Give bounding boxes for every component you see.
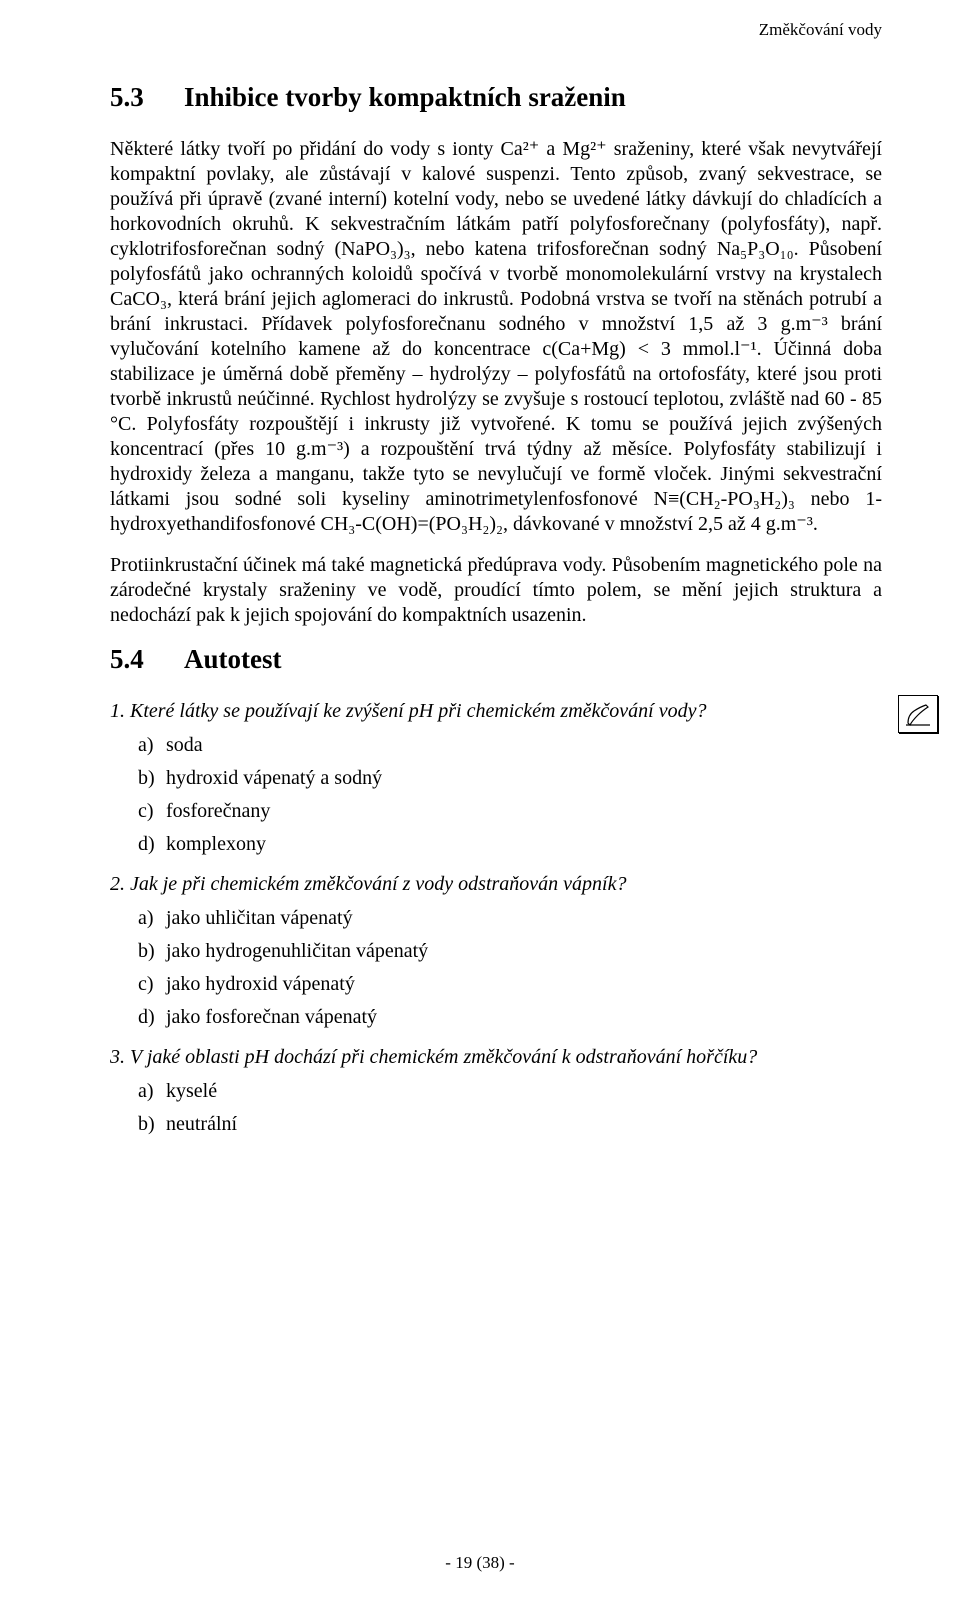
answer-item: a)jako uhličitan vápenatý	[138, 907, 882, 930]
answer-list: a)jako uhličitan vápenatý b)jako hydroge…	[138, 907, 882, 1029]
answer-label: b)	[138, 940, 166, 963]
question-body: Jak je při chemickém změkčování z vody o…	[130, 873, 627, 895]
answer-list: a)soda b)hydroxid vápenatý a sodný c)fos…	[138, 734, 882, 856]
question-text: 2. Jak je při chemickém změkčování z vod…	[110, 872, 882, 897]
question-body: V jaké oblasti pH dochází při chemickém …	[130, 1046, 757, 1068]
answer-text: soda	[166, 734, 203, 756]
answer-item: c)fosforečnany	[138, 800, 882, 823]
heading-title: Inhibice tvorby kompaktních sraženin	[184, 82, 626, 112]
question-item: 1. Které látky se používají ke zvýšení p…	[110, 699, 882, 856]
question-text: 1. Které látky se používají ke zvýšení p…	[110, 699, 882, 724]
question-number: 3.	[110, 1046, 125, 1068]
pencil-icon	[898, 695, 938, 733]
answer-label: a)	[138, 907, 166, 930]
running-header: Změkčování vody	[110, 20, 882, 40]
answer-list: a)kyselé b)neutrální	[138, 1080, 882, 1136]
answer-item: c)jako hydroxid vápenatý	[138, 973, 882, 996]
answer-item: b)hydroxid vápenatý a sodný	[138, 767, 882, 790]
question-item: 3. V jaké oblasti pH dochází při chemick…	[110, 1045, 882, 1136]
answer-label: a)	[138, 1080, 166, 1103]
answer-text: jako fosforečnan vápenatý	[166, 1006, 377, 1028]
heading-5-3: 5.3Inhibice tvorby kompaktních sraženin	[110, 82, 882, 113]
question-item: 2. Jak je při chemickém změkčování z vod…	[110, 872, 882, 1029]
question-text: 3. V jaké oblasti pH dochází při chemick…	[110, 1045, 882, 1070]
paragraph-5-3-1: Některé látky tvoří po přidání do vody s…	[110, 137, 882, 537]
heading-5-4: 5.4Autotest	[110, 644, 882, 675]
answer-text: jako uhličitan vápenatý	[166, 907, 353, 929]
question-number: 1.	[110, 700, 125, 722]
answer-label: c)	[138, 973, 166, 996]
heading-number: 5.3	[110, 82, 184, 113]
answer-text: jako hydrogenuhličitan vápenatý	[166, 940, 428, 962]
question-list: 1. Které látky se používají ke zvýšení p…	[110, 699, 882, 1136]
answer-item: a)soda	[138, 734, 882, 757]
question-number: 2.	[110, 873, 125, 895]
answer-item: b)neutrální	[138, 1113, 882, 1136]
answer-item: b)jako hydrogenuhličitan vápenatý	[138, 940, 882, 963]
answer-text: neutrální	[166, 1113, 237, 1135]
answer-text: jako hydroxid vápenatý	[166, 973, 355, 995]
answer-label: b)	[138, 767, 166, 790]
question-body: Které látky se používají ke zvýšení pH p…	[130, 700, 706, 722]
answer-text: komplexony	[166, 833, 266, 855]
answer-text: fosforečnany	[166, 800, 270, 822]
answer-label: b)	[138, 1113, 166, 1136]
answer-label: a)	[138, 734, 166, 757]
answer-label: c)	[138, 800, 166, 823]
answer-item: a)kyselé	[138, 1080, 882, 1103]
page-footer: - 19 (38) -	[0, 1553, 960, 1573]
paragraph-5-3-2: Protiinkrustační účinek má také magnetic…	[110, 553, 882, 628]
answer-item: d)jako fosforečnan vápenatý	[138, 1006, 882, 1029]
answer-label: d)	[138, 1006, 166, 1029]
heading-title: Autotest	[184, 644, 281, 674]
answer-label: d)	[138, 833, 166, 856]
answer-text: kyselé	[166, 1080, 217, 1102]
autotest-block: 1. Které látky se používají ke zvýšení p…	[110, 699, 882, 1136]
answer-text: hydroxid vápenatý a sodný	[166, 767, 382, 789]
page: Změkčování vody 5.3Inhibice tvorby kompa…	[0, 0, 960, 1597]
answer-item: d)komplexony	[138, 833, 882, 856]
heading-number: 5.4	[110, 644, 184, 675]
